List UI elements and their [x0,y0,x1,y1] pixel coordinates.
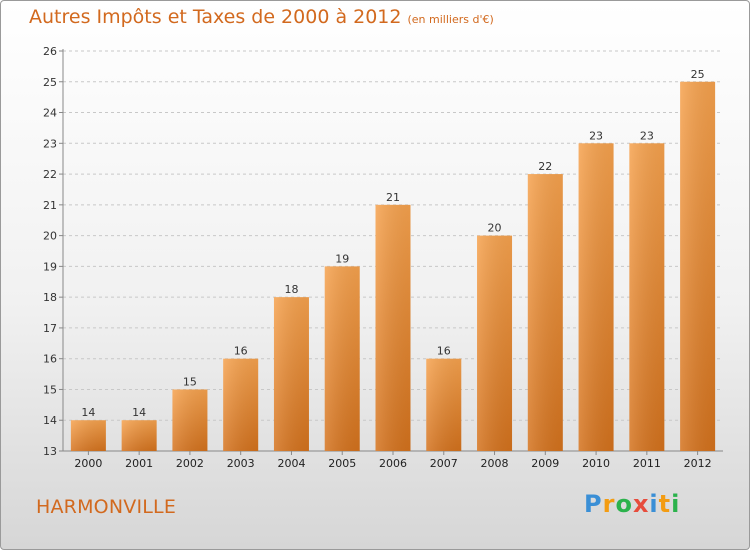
bar-value-label: 16 [437,345,451,358]
bar-shade [426,358,462,451]
bar-value-label: 20 [488,222,502,235]
bar-value-label: 21 [386,191,400,204]
bar-value-label: 16 [234,345,248,358]
y-tick-label: 21 [43,199,57,212]
bar-shade [273,297,309,451]
y-tick-label: 19 [43,260,57,273]
x-tick-label: 2001 [125,457,153,470]
bar-value-label: 14 [81,406,95,419]
x-tick-label: 2003 [227,457,255,470]
x-tick-label: 2007 [430,457,458,470]
proxiti-logo[interactable]: Proxiti [584,490,680,518]
x-tick-label: 2012 [684,457,712,470]
bar-shade [629,143,665,452]
bar-shade [70,420,106,451]
y-tick-label: 14 [43,414,57,427]
bar-shade [680,81,716,452]
bar-shade [527,174,563,452]
chart-title-main: Autres Impôts et Taxes de 2000 à 2012 [29,6,402,28]
label-layer: 14 2000 14 2001 15 2002 16 2003 18 2004 19 2005 21 20… [74,68,711,470]
bar-shade [172,389,208,451]
y-tick-label: 13 [43,445,57,458]
logo-letter: t [658,490,672,518]
bar-value-label: 14 [132,406,146,419]
logo-letter: r [602,490,616,518]
y-tick-label: 15 [43,383,57,396]
x-tick-label: 2009 [531,457,559,470]
bar-value-label: 18 [284,283,298,296]
bar-value-label: 23 [640,129,654,142]
chart-title: Autres Impôts et Taxes de 2000 à 2012 (en… [29,6,494,28]
bar-value-label: 22 [538,160,552,173]
logo-letter: x [632,490,650,518]
bar-shade [477,235,513,451]
y-tick-label: 22 [43,168,57,181]
bar-shade [578,143,614,452]
bar-layer [70,81,716,452]
bar-shade [223,358,259,451]
bar-shade [324,266,360,451]
x-tick-label: 2011 [633,457,661,470]
logo-letter: o [615,490,633,518]
x-tick-label: 2008 [481,457,509,470]
y-tick-label: 24 [43,107,57,120]
logo-letter: i [671,490,681,518]
y-tick-label: 25 [43,76,57,89]
y-tick-label: 18 [43,291,57,304]
y-tick-label: 20 [43,230,57,243]
x-tick-label: 2005 [328,457,356,470]
x-tick-label: 2004 [277,457,305,470]
bar-shade [375,204,411,451]
y-tick-label: 23 [43,137,57,150]
x-tick-label: 2002 [176,457,204,470]
bar-value-label: 25 [691,68,705,81]
x-tick-label: 2006 [379,457,407,470]
bar-value-label: 23 [589,129,603,142]
logo-letter: i [649,490,659,518]
bar-shade [121,420,157,451]
logo-letter: P [584,490,603,518]
chart-title-unit: (en milliers d'€) [407,13,494,26]
bar-value-label: 15 [183,375,197,388]
y-tick-label: 26 [43,45,57,58]
x-tick-label: 2010 [582,457,610,470]
y-tick-label: 16 [43,353,57,366]
x-tick-label: 2000 [74,457,102,470]
bar-value-label: 19 [335,252,349,265]
commune-name: HARMONVILLE [36,496,177,518]
y-tick-label: 17 [43,322,57,335]
